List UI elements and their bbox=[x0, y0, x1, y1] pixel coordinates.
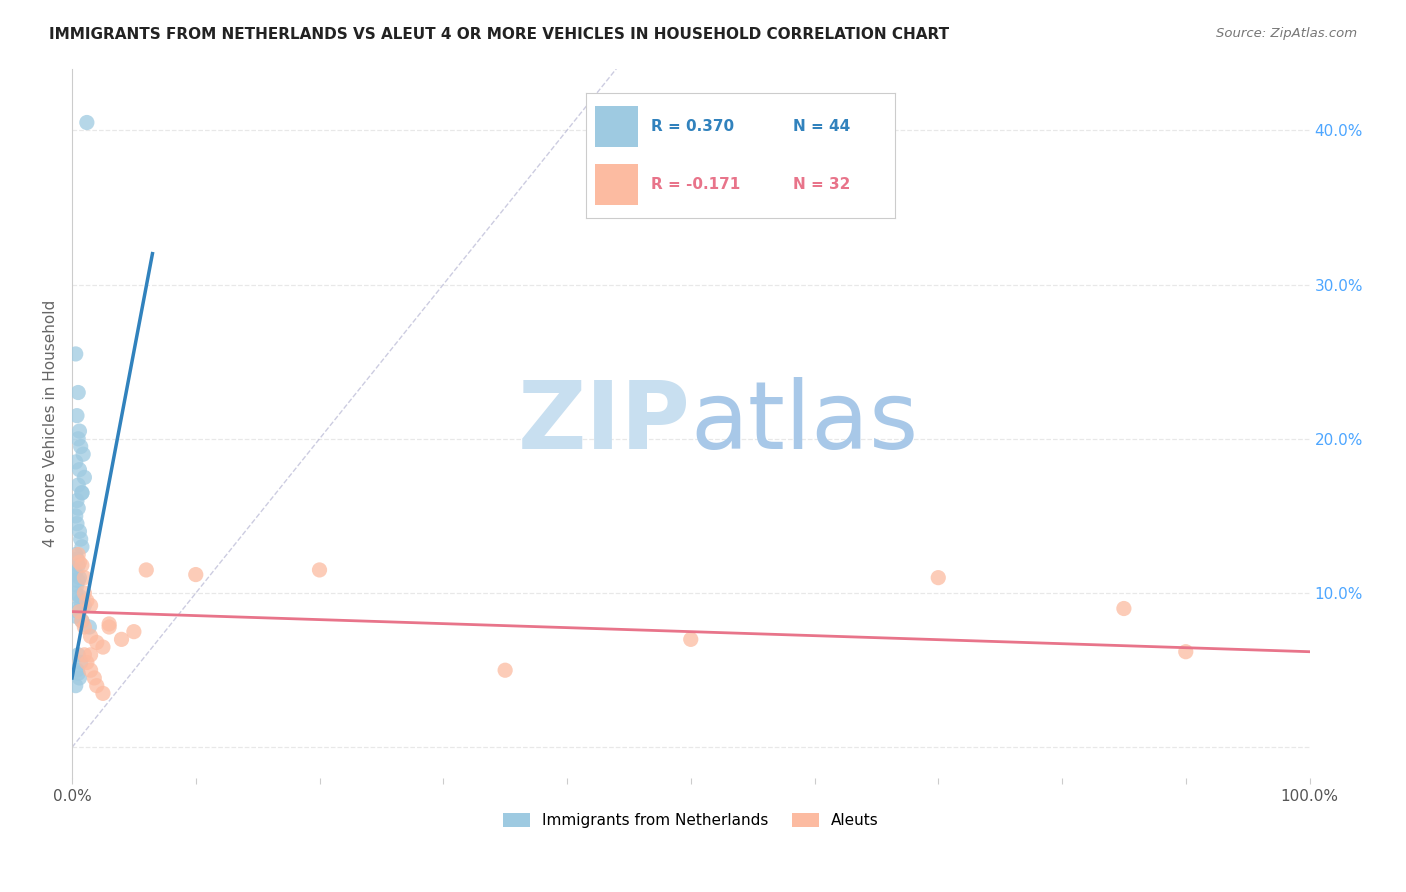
Point bbox=[67, 524, 90, 539]
Point bbox=[98, 616, 121, 631]
Point bbox=[76, 115, 98, 129]
Point bbox=[79, 599, 101, 613]
Point bbox=[86, 679, 108, 693]
Point bbox=[135, 563, 157, 577]
Point bbox=[79, 648, 101, 662]
Point bbox=[67, 648, 90, 662]
Point bbox=[67, 548, 90, 562]
Point bbox=[66, 601, 89, 615]
Point bbox=[1174, 645, 1197, 659]
Point bbox=[73, 648, 96, 662]
Point bbox=[67, 555, 90, 569]
Point bbox=[70, 614, 93, 628]
Point bbox=[83, 671, 105, 685]
Point bbox=[76, 594, 98, 608]
Point bbox=[927, 571, 949, 585]
Point bbox=[63, 563, 86, 577]
Point bbox=[70, 485, 93, 500]
Point bbox=[66, 516, 89, 531]
Point bbox=[67, 571, 90, 585]
Point bbox=[70, 614, 93, 628]
Point bbox=[679, 632, 702, 647]
Point bbox=[67, 589, 90, 603]
Point bbox=[66, 663, 89, 677]
Point bbox=[91, 686, 114, 700]
Point bbox=[184, 567, 207, 582]
Point bbox=[66, 552, 89, 566]
Point bbox=[65, 455, 87, 469]
Text: IMMIGRANTS FROM NETHERLANDS VS ALEUT 4 OR MORE VEHICLES IN HOUSEHOLD CORRELATION: IMMIGRANTS FROM NETHERLANDS VS ALEUT 4 O… bbox=[49, 27, 949, 42]
Point bbox=[65, 548, 87, 562]
Point bbox=[65, 679, 87, 693]
Point bbox=[91, 640, 114, 654]
Point bbox=[65, 609, 87, 624]
Point bbox=[67, 463, 90, 477]
Point bbox=[67, 671, 90, 685]
Point bbox=[67, 424, 90, 438]
Point bbox=[73, 470, 96, 484]
Point bbox=[86, 635, 108, 649]
Point bbox=[70, 485, 93, 500]
Point bbox=[70, 540, 93, 554]
Point bbox=[65, 586, 87, 600]
Point bbox=[79, 629, 101, 643]
Point bbox=[67, 558, 90, 573]
Point bbox=[69, 440, 91, 454]
Point bbox=[308, 563, 330, 577]
Point bbox=[67, 501, 90, 516]
Point bbox=[67, 432, 90, 446]
Point bbox=[65, 566, 87, 580]
Point bbox=[67, 478, 90, 492]
Point bbox=[73, 599, 96, 613]
Legend: Immigrants from Netherlands, Aleuts: Immigrants from Netherlands, Aleuts bbox=[496, 807, 886, 834]
Point bbox=[69, 656, 91, 670]
Point bbox=[73, 620, 96, 634]
Point bbox=[79, 663, 101, 677]
Point bbox=[67, 666, 90, 681]
Point bbox=[76, 656, 98, 670]
Point bbox=[1112, 601, 1135, 615]
Point bbox=[69, 532, 91, 546]
Point bbox=[98, 620, 121, 634]
Text: ZIP: ZIP bbox=[517, 377, 690, 469]
Point bbox=[65, 508, 87, 523]
Point bbox=[66, 409, 89, 423]
Text: Source: ZipAtlas.com: Source: ZipAtlas.com bbox=[1216, 27, 1357, 40]
Point bbox=[67, 385, 90, 400]
Y-axis label: 4 or more Vehicles in Household: 4 or more Vehicles in Household bbox=[44, 300, 58, 547]
Point bbox=[70, 558, 93, 573]
Point bbox=[79, 620, 101, 634]
Point bbox=[66, 578, 89, 592]
Point bbox=[67, 574, 90, 588]
Point bbox=[494, 663, 516, 677]
Point bbox=[69, 594, 91, 608]
Point bbox=[73, 586, 96, 600]
Point bbox=[73, 571, 96, 585]
Point bbox=[67, 605, 90, 619]
Point bbox=[110, 632, 132, 647]
Point bbox=[122, 624, 145, 639]
Text: atlas: atlas bbox=[690, 377, 920, 469]
Point bbox=[67, 605, 90, 619]
Point bbox=[66, 493, 89, 508]
Point bbox=[72, 447, 94, 461]
Point bbox=[65, 347, 87, 361]
